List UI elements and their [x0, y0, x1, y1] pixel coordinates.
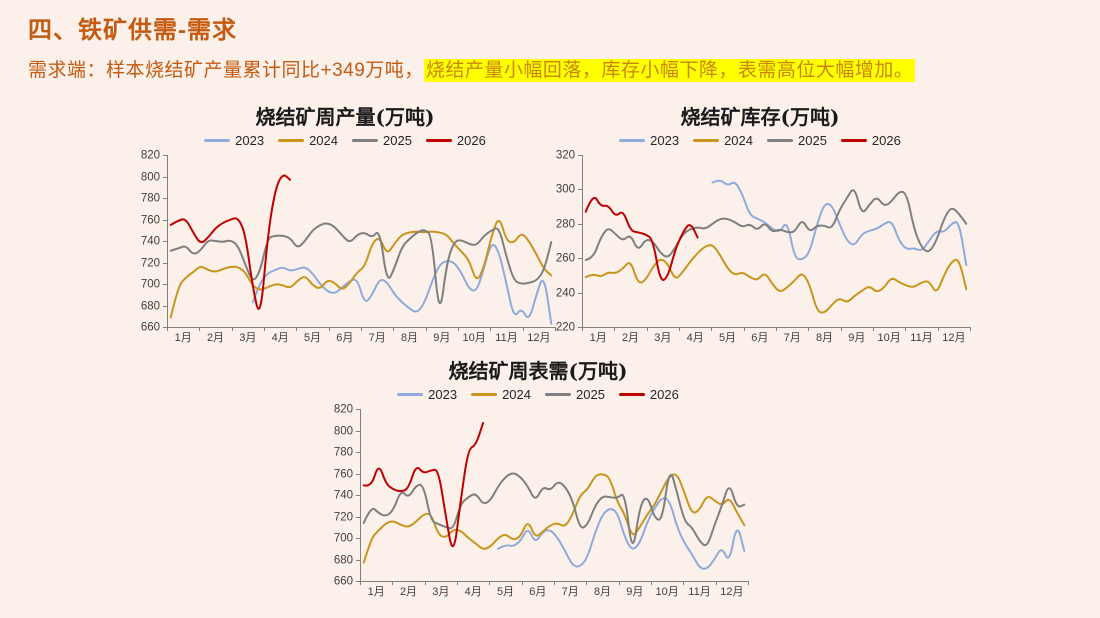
- legend-item-2024: 2024: [278, 133, 338, 148]
- legend-swatch-2026: [425, 138, 452, 142]
- legend-swatch-2025: [352, 138, 378, 142]
- legend-swatch-2026: [618, 392, 645, 396]
- chart-sinter-apparent-demand: 烧结矿周表需(万吨) 2023 2024 2025 2026: [318, 358, 758, 604]
- legend-swatch-2023: [204, 138, 231, 142]
- legend-label-2025: 2025: [383, 132, 412, 148]
- legend-label-2026: 2026: [649, 386, 679, 402]
- page-title: 四、铁矿供需-需求: [28, 17, 237, 44]
- legend-label-2023: 2023: [650, 132, 680, 148]
- inventory-chart-canvas: [540, 150, 980, 350]
- subtitle-plain-text: 需求端：样本烧结矿产量累计同比+349万吨，: [28, 60, 424, 81]
- legend-label-2025: 2025: [798, 132, 827, 148]
- legend-item-2024: 2024: [471, 387, 531, 402]
- legend-label-2023: 2023: [235, 132, 265, 148]
- legend-item-2026: 2026: [425, 132, 486, 148]
- chart-title-production: 烧结矿周产量(万吨): [255, 105, 435, 129]
- legend-item-2026: 2026: [840, 132, 901, 148]
- legend-swatch-2025: [767, 138, 793, 142]
- legend-swatch-2024: [693, 138, 720, 142]
- chart-legend-production: 2023 2024 2025 2026: [125, 130, 565, 150]
- chart-sinter-inventory: 烧结矿库存(万吨) 2023 2024 2025 2026: [540, 104, 980, 350]
- chart-legend-inventory: 2023 2024 2025 2026: [540, 130, 980, 150]
- legend-swatch-2024: [471, 392, 498, 396]
- legend-label-2024: 2024: [309, 132, 338, 148]
- legend-label-2023: 2023: [428, 386, 458, 402]
- legend-item-2025: 2025: [545, 387, 605, 402]
- legend-label-2025: 2025: [576, 386, 605, 402]
- legend-swatch-2025: [545, 392, 571, 396]
- legend-label-2026: 2026: [456, 132, 486, 148]
- legend-item-2025: 2025: [352, 133, 412, 148]
- legend-label-2024: 2024: [724, 132, 753, 148]
- chart-title-demand: 烧结矿周表需(万吨): [448, 359, 628, 383]
- legend-swatch-2023: [397, 392, 424, 396]
- legend-item-2023: 2023: [397, 387, 457, 402]
- chart-title-inventory: 烧结矿库存(万吨): [680, 105, 840, 129]
- legend-item-2023: 2023: [619, 133, 679, 148]
- chart-sinter-weekly-production: 烧结矿周产量(万吨) 2023 2024 2025 2026: [125, 104, 565, 350]
- legend-item-2026: 2026: [618, 386, 679, 402]
- legend-label-2026: 2026: [871, 132, 901, 148]
- subtitle-highlighted-text: 烧结产量小幅回落，库存小幅下降，表需高位大幅增加。: [423, 59, 916, 82]
- legend-item-2025: 2025: [767, 133, 827, 148]
- subtitle: 需求端：样本烧结矿产量累计同比+349万吨， 烧结产量小幅回落，库存小幅下降，表需…: [28, 55, 916, 82]
- production-chart-canvas: [125, 150, 565, 350]
- legend-swatch-2026: [840, 138, 867, 142]
- demand-chart-canvas: [318, 404, 758, 604]
- legend-label-2024: 2024: [502, 386, 531, 402]
- chart-legend-demand: 2023 2024 2025 2026: [318, 384, 758, 404]
- legend-swatch-2024: [278, 138, 305, 142]
- legend-item-2023: 2023: [204, 133, 264, 148]
- legend-item-2024: 2024: [693, 133, 753, 148]
- legend-swatch-2023: [619, 138, 646, 142]
